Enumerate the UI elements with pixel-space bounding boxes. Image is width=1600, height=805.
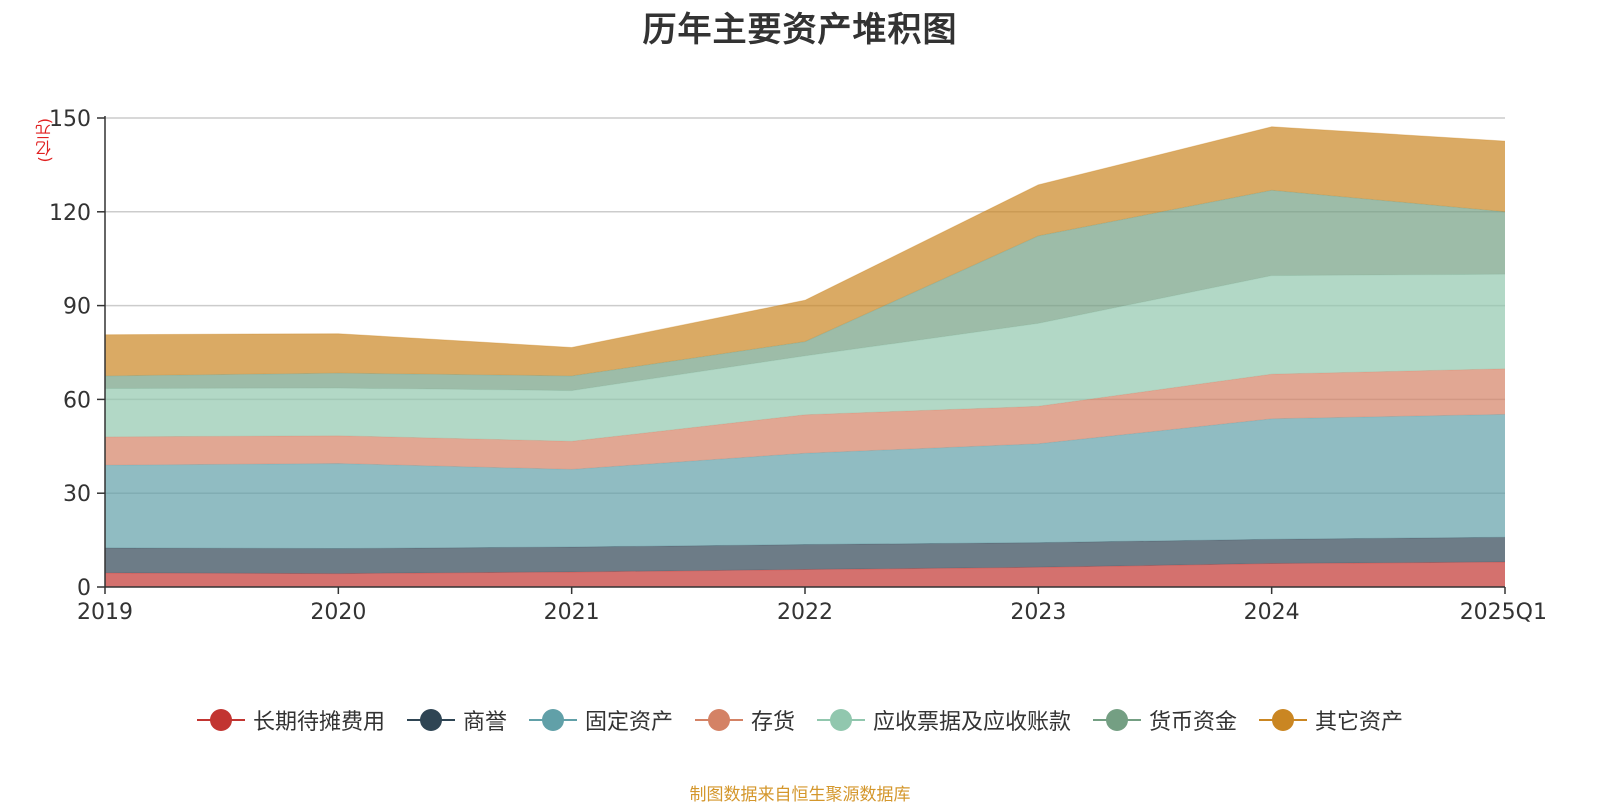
y-tick-label: 120 [49,201,91,226]
area-series-1 [105,537,1505,574]
legend-dot [830,709,852,731]
legend-item[interactable]: 应收票据及应收账款 [817,704,1071,736]
x-tick-label: 2022 [777,600,833,625]
legend-label: 固定资产 [584,710,673,735]
legend-dot [209,709,232,731]
legend-label: 应收票据及应收账款 [873,710,1072,735]
legend-dot [1272,709,1295,731]
x-tick-label: 2025Q1 [1460,600,1547,625]
chart-title: 历年主要资产堆积图 [642,10,958,50]
y-tick-label: 0 [77,576,91,601]
legend-item[interactable]: 长期待摊费用 [196,704,385,736]
x-tick-label: 2021 [544,600,600,625]
area-series-2 [105,414,1505,549]
y-tick-label: 150 [49,107,91,132]
x-tick-label: 2020 [310,600,366,625]
tick-labels: 0 30 60 90 120 150 2019 2020 2021 2022 2023 2024 202… [49,107,1547,625]
stacked-area-chart: 0 30 60 90 120 150 2019 2020 2021 2022 2023 2024 202… [49,107,1547,625]
legend-marker-icon [406,708,455,732]
legend-dot [419,709,442,731]
area-series-0 [105,562,1505,587]
legend-dot [1106,709,1129,731]
legend-item[interactable]: 存货 [694,704,795,736]
legend-marker-icon [1093,708,1142,732]
legend-marker-icon [694,708,743,732]
legend-marker-icon [1259,708,1308,732]
axes [97,116,1506,594]
area-series-3 [105,368,1505,470]
legend-dot [541,709,564,731]
area-series [104,126,1506,587]
legend-item[interactable]: 商誉 [406,704,507,736]
area-series-6 [105,126,1505,376]
y-tick-label: 30 [63,482,91,507]
y-tick-label: 60 [63,388,91,413]
y-tick-label: 90 [63,295,91,320]
legend-marker-icon [817,708,865,732]
legend-item[interactable]: 货币资金 [1093,704,1237,736]
legend-marker-icon [196,708,245,732]
legend-label: 货币资金 [1149,710,1238,735]
area-series-4 [105,274,1505,442]
source-note: 制图数据来自恒生聚源数据库 [689,785,911,805]
x-tick-label: 2023 [1010,600,1066,625]
legend-dot [707,709,730,731]
legend-label: 长期待摊费用 [252,710,385,735]
area-edge-6 [104,126,1506,349]
legend-marker-icon [528,708,577,732]
x-tick-label: 2024 [1244,600,1300,625]
legend: 长期待摊费用 商誉 固定资产 存货 应收票据及应收账款 货币资金 其它资产 [0,704,1600,736]
legend-item[interactable]: 其它资产 [1259,704,1403,736]
legend-label: 商誉 [462,710,507,735]
legend-item[interactable]: 固定资产 [528,704,673,736]
legend-label: 其它资产 [1315,710,1404,735]
x-tick-label: 2019 [77,600,133,625]
legend-label: 存货 [750,710,795,735]
area-series-5 [105,190,1505,391]
